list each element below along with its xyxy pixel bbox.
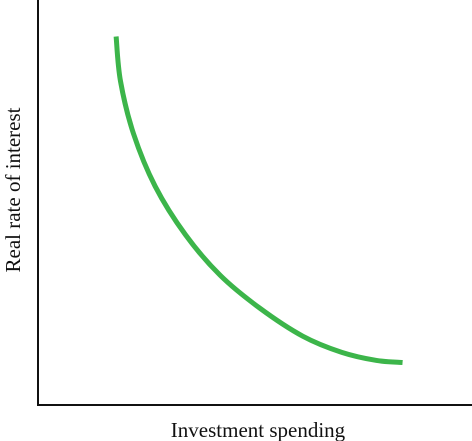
series-line-0 bbox=[113, 36, 403, 365]
series-layer bbox=[113, 36, 403, 365]
x-axis-label: Investment spending bbox=[171, 418, 346, 441]
y-axis-label: Real rate of interest bbox=[1, 107, 25, 272]
